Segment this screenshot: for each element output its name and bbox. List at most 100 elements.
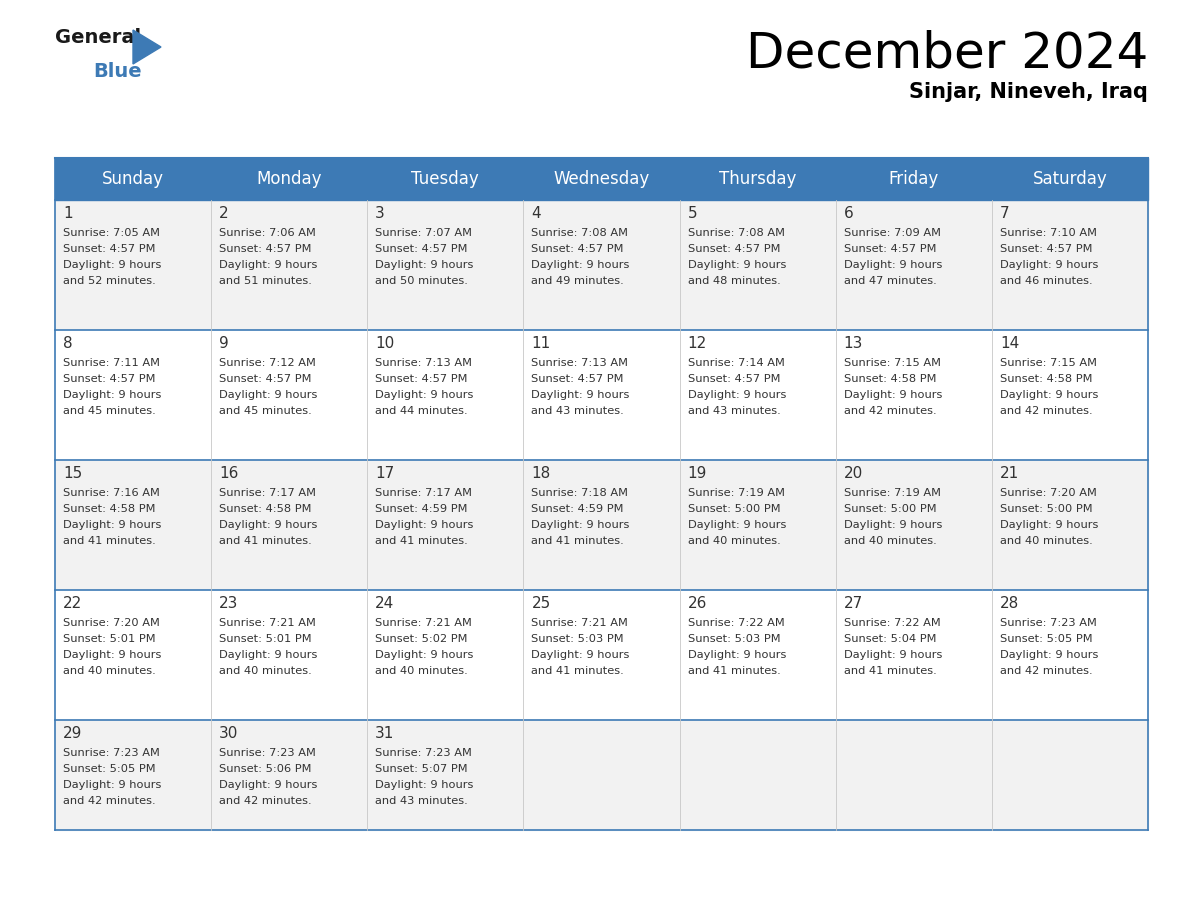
Text: Sunrise: 7:21 AM: Sunrise: 7:21 AM (219, 618, 316, 628)
Text: 13: 13 (843, 336, 864, 351)
Text: Sunset: 4:57 PM: Sunset: 4:57 PM (63, 244, 156, 254)
Text: Sunset: 4:57 PM: Sunset: 4:57 PM (531, 374, 624, 384)
Text: and 45 minutes.: and 45 minutes. (63, 406, 156, 416)
Text: Saturday: Saturday (1032, 170, 1107, 188)
Text: Sunrise: 7:20 AM: Sunrise: 7:20 AM (1000, 488, 1097, 498)
Text: and 42 minutes.: and 42 minutes. (1000, 406, 1093, 416)
Text: Sunset: 5:07 PM: Sunset: 5:07 PM (375, 764, 468, 774)
Text: Sunrise: 7:23 AM: Sunrise: 7:23 AM (63, 748, 160, 758)
Text: and 42 minutes.: and 42 minutes. (843, 406, 936, 416)
Text: Sunrise: 7:09 AM: Sunrise: 7:09 AM (843, 228, 941, 238)
Text: Daylight: 9 hours: Daylight: 9 hours (843, 650, 942, 660)
Text: Sunrise: 7:13 AM: Sunrise: 7:13 AM (531, 358, 628, 368)
Text: Sunrise: 7:20 AM: Sunrise: 7:20 AM (63, 618, 160, 628)
Text: Sunrise: 7:17 AM: Sunrise: 7:17 AM (375, 488, 473, 498)
Text: and 41 minutes.: and 41 minutes. (531, 536, 624, 546)
Text: Sunset: 4:58 PM: Sunset: 4:58 PM (219, 504, 311, 514)
Text: Sunset: 4:59 PM: Sunset: 4:59 PM (531, 504, 624, 514)
Text: Daylight: 9 hours: Daylight: 9 hours (219, 260, 317, 270)
Text: Sunset: 4:58 PM: Sunset: 4:58 PM (843, 374, 936, 384)
Text: Sunrise: 7:06 AM: Sunrise: 7:06 AM (219, 228, 316, 238)
Text: 2: 2 (219, 206, 229, 221)
Text: Tuesday: Tuesday (411, 170, 479, 188)
Text: Sunrise: 7:13 AM: Sunrise: 7:13 AM (375, 358, 473, 368)
Text: Sunset: 5:00 PM: Sunset: 5:00 PM (688, 504, 781, 514)
Text: Sunrise: 7:16 AM: Sunrise: 7:16 AM (63, 488, 160, 498)
Text: Sunset: 5:01 PM: Sunset: 5:01 PM (63, 634, 156, 644)
Text: 28: 28 (1000, 596, 1019, 611)
Text: and 43 minutes.: and 43 minutes. (375, 796, 468, 806)
Polygon shape (133, 30, 162, 64)
Text: Blue: Blue (93, 62, 141, 81)
Text: Daylight: 9 hours: Daylight: 9 hours (219, 520, 317, 530)
Text: Daylight: 9 hours: Daylight: 9 hours (63, 520, 162, 530)
Text: and 43 minutes.: and 43 minutes. (531, 406, 624, 416)
Text: Sunset: 5:00 PM: Sunset: 5:00 PM (843, 504, 936, 514)
Text: Sunset: 4:57 PM: Sunset: 4:57 PM (843, 244, 936, 254)
Text: and 41 minutes.: and 41 minutes. (375, 536, 468, 546)
Bar (55, 460, 1148, 590)
Bar (55, 720, 1148, 830)
Text: Sunset: 4:57 PM: Sunset: 4:57 PM (219, 374, 311, 384)
Text: Sunset: 4:58 PM: Sunset: 4:58 PM (1000, 374, 1092, 384)
Text: and 44 minutes.: and 44 minutes. (375, 406, 468, 416)
Text: Sunset: 4:57 PM: Sunset: 4:57 PM (375, 374, 468, 384)
Text: Daylight: 9 hours: Daylight: 9 hours (375, 520, 474, 530)
Text: and 40 minutes.: and 40 minutes. (1000, 536, 1093, 546)
Text: and 40 minutes.: and 40 minutes. (219, 666, 312, 676)
Bar (55, 590, 1148, 720)
Text: and 50 minutes.: and 50 minutes. (375, 276, 468, 286)
Text: Sunrise: 7:15 AM: Sunrise: 7:15 AM (843, 358, 941, 368)
Text: Daylight: 9 hours: Daylight: 9 hours (843, 260, 942, 270)
Text: Sunset: 5:04 PM: Sunset: 5:04 PM (843, 634, 936, 644)
Text: Sunset: 5:06 PM: Sunset: 5:06 PM (219, 764, 311, 774)
Text: Daylight: 9 hours: Daylight: 9 hours (375, 780, 474, 790)
Text: Friday: Friday (889, 170, 939, 188)
Text: 12: 12 (688, 336, 707, 351)
Bar (55, 330, 1148, 460)
Text: 15: 15 (63, 466, 82, 481)
Text: and 40 minutes.: and 40 minutes. (375, 666, 468, 676)
Text: 22: 22 (63, 596, 82, 611)
Text: and 41 minutes.: and 41 minutes. (843, 666, 936, 676)
Text: 10: 10 (375, 336, 394, 351)
Text: and 40 minutes.: and 40 minutes. (843, 536, 936, 546)
Text: Daylight: 9 hours: Daylight: 9 hours (1000, 650, 1098, 660)
Text: 26: 26 (688, 596, 707, 611)
Text: 1: 1 (63, 206, 72, 221)
Text: Sunrise: 7:08 AM: Sunrise: 7:08 AM (531, 228, 628, 238)
Text: 24: 24 (375, 596, 394, 611)
Text: Daylight: 9 hours: Daylight: 9 hours (531, 520, 630, 530)
Text: and 49 minutes.: and 49 minutes. (531, 276, 624, 286)
Text: Sunset: 4:59 PM: Sunset: 4:59 PM (375, 504, 468, 514)
Text: Daylight: 9 hours: Daylight: 9 hours (1000, 390, 1098, 400)
Text: Sunset: 5:00 PM: Sunset: 5:00 PM (1000, 504, 1093, 514)
Text: 16: 16 (219, 466, 239, 481)
Text: 7: 7 (1000, 206, 1010, 221)
Text: and 42 minutes.: and 42 minutes. (219, 796, 311, 806)
Text: 31: 31 (375, 726, 394, 741)
Text: Sunset: 5:05 PM: Sunset: 5:05 PM (63, 764, 156, 774)
Text: Daylight: 9 hours: Daylight: 9 hours (219, 390, 317, 400)
Text: Sunrise: 7:11 AM: Sunrise: 7:11 AM (63, 358, 160, 368)
Text: Daylight: 9 hours: Daylight: 9 hours (219, 650, 317, 660)
Text: Daylight: 9 hours: Daylight: 9 hours (843, 520, 942, 530)
Text: Sunrise: 7:21 AM: Sunrise: 7:21 AM (375, 618, 472, 628)
Text: Daylight: 9 hours: Daylight: 9 hours (688, 520, 786, 530)
Text: Sunrise: 7:19 AM: Sunrise: 7:19 AM (843, 488, 941, 498)
Text: Sunrise: 7:05 AM: Sunrise: 7:05 AM (63, 228, 160, 238)
Text: 30: 30 (219, 726, 239, 741)
Text: 25: 25 (531, 596, 551, 611)
Text: Daylight: 9 hours: Daylight: 9 hours (688, 390, 786, 400)
Text: Monday: Monday (257, 170, 322, 188)
Text: and 42 minutes.: and 42 minutes. (63, 796, 156, 806)
Text: 9: 9 (219, 336, 229, 351)
Text: Sunrise: 7:19 AM: Sunrise: 7:19 AM (688, 488, 784, 498)
Text: Sunrise: 7:14 AM: Sunrise: 7:14 AM (688, 358, 784, 368)
Text: Daylight: 9 hours: Daylight: 9 hours (1000, 520, 1098, 530)
Text: Daylight: 9 hours: Daylight: 9 hours (531, 260, 630, 270)
Text: Sunrise: 7:15 AM: Sunrise: 7:15 AM (1000, 358, 1097, 368)
Text: Thursday: Thursday (719, 170, 796, 188)
Text: Sunrise: 7:08 AM: Sunrise: 7:08 AM (688, 228, 784, 238)
Text: Sunrise: 7:07 AM: Sunrise: 7:07 AM (375, 228, 473, 238)
